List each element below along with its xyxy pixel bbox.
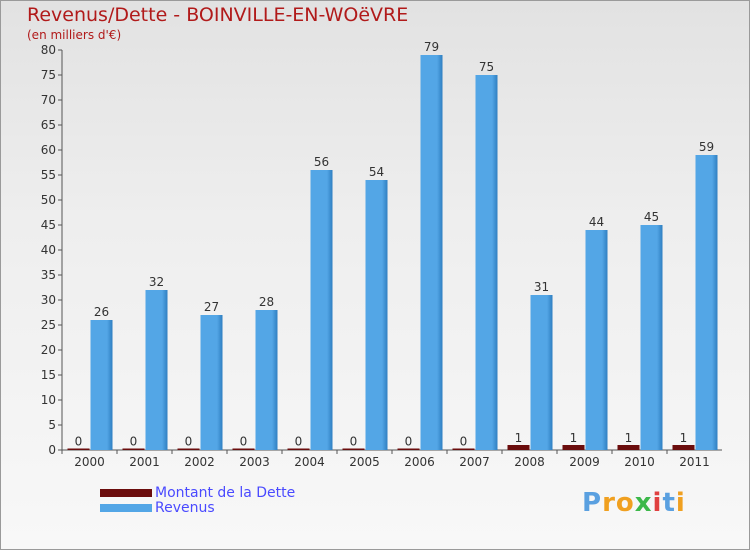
debt-value-label: 1 bbox=[515, 431, 523, 445]
y-tick-label: 10 bbox=[41, 393, 56, 407]
revenue-value-label: 27 bbox=[204, 300, 219, 314]
debt-bar bbox=[342, 448, 365, 450]
revenue-value-label: 79 bbox=[424, 40, 439, 54]
debt-value-label: 1 bbox=[570, 431, 578, 445]
logo-letter: P bbox=[582, 488, 603, 518]
revenue-value-label: 56 bbox=[314, 155, 329, 169]
logo-letter: o bbox=[615, 488, 635, 518]
debt-bar bbox=[232, 448, 255, 450]
y-tick-label: 70 bbox=[41, 93, 56, 107]
x-tick-label: 2006 bbox=[404, 455, 435, 469]
revenue-value-label: 59 bbox=[699, 140, 714, 154]
debt-value-label: 0 bbox=[295, 435, 303, 449]
legend-swatch-debt bbox=[100, 489, 152, 497]
y-tick-label: 40 bbox=[41, 243, 56, 257]
revenue-value-label: 31 bbox=[534, 280, 549, 294]
revenue-bar bbox=[255, 310, 278, 450]
debt-value-label: 1 bbox=[625, 431, 633, 445]
x-tick-label: 2011 bbox=[679, 455, 710, 469]
debt-bar bbox=[177, 448, 200, 450]
y-tick-label: 50 bbox=[41, 193, 56, 207]
debt-value-label: 0 bbox=[185, 435, 193, 449]
legend-swatch-revenue bbox=[100, 504, 152, 512]
y-tick-label: 80 bbox=[41, 43, 56, 57]
x-tick-label: 2004 bbox=[294, 455, 325, 469]
x-tick-label: 2003 bbox=[239, 455, 270, 469]
debt-value-label: 0 bbox=[240, 435, 248, 449]
debt-value-label: 1 bbox=[680, 431, 688, 445]
debt-bar bbox=[397, 448, 420, 450]
logo-letter: i bbox=[675, 488, 686, 518]
revenue-value-label: 44 bbox=[589, 215, 604, 229]
revenue-value-label: 28 bbox=[259, 295, 274, 309]
x-tick-label: 2005 bbox=[349, 455, 380, 469]
debt-bar bbox=[287, 448, 310, 450]
revenue-bar bbox=[420, 55, 443, 450]
revenue-bar bbox=[90, 320, 113, 450]
y-tick-label: 25 bbox=[41, 318, 56, 332]
y-tick-label: 45 bbox=[41, 218, 56, 232]
debt-bar bbox=[507, 445, 530, 450]
revenue-bar bbox=[585, 230, 608, 450]
revenue-value-label: 45 bbox=[644, 210, 659, 224]
debt-bar bbox=[452, 448, 475, 450]
x-tick-label: 2000 bbox=[74, 455, 105, 469]
revenue-bar bbox=[365, 180, 388, 450]
logo-letter: t bbox=[662, 488, 676, 518]
revenue-value-label: 32 bbox=[149, 275, 164, 289]
x-tick-label: 2008 bbox=[514, 455, 545, 469]
x-tick-label: 2001 bbox=[129, 455, 160, 469]
legend-label-revenue: Revenus bbox=[155, 500, 215, 516]
debt-value-label: 0 bbox=[75, 435, 83, 449]
revenue-value-label: 75 bbox=[479, 60, 494, 74]
debt-value-label: 0 bbox=[130, 435, 138, 449]
y-tick-label: 30 bbox=[41, 293, 56, 307]
debt-bar bbox=[122, 448, 145, 450]
debt-bar bbox=[617, 445, 640, 450]
debt-bar bbox=[562, 445, 585, 450]
logo-letter: x bbox=[634, 488, 653, 518]
y-tick-label: 65 bbox=[41, 118, 56, 132]
y-tick-label: 20 bbox=[41, 343, 56, 357]
logo-letter: i bbox=[652, 488, 663, 518]
proxiti-logo: Proxiti bbox=[582, 488, 686, 518]
y-tick-label: 55 bbox=[41, 168, 56, 182]
y-tick-label: 75 bbox=[41, 68, 56, 82]
y-tick-label: 0 bbox=[48, 443, 56, 457]
revenue-bar bbox=[200, 315, 223, 450]
x-tick-label: 2002 bbox=[184, 455, 215, 469]
revenue-bar bbox=[640, 225, 663, 450]
debt-value-label: 0 bbox=[460, 435, 468, 449]
y-tick-label: 5 bbox=[48, 418, 56, 432]
chart-subtitle: (en milliers d'€) bbox=[27, 28, 122, 42]
revenue-bar bbox=[530, 295, 553, 450]
legend-label-debt: Montant de la Dette bbox=[155, 485, 296, 501]
debt-bar bbox=[67, 448, 90, 450]
debt-value-label: 0 bbox=[350, 435, 358, 449]
revenue-value-label: 26 bbox=[94, 305, 109, 319]
chart-title: Revenus/Dette - BOINVILLE-EN-WOëVRE bbox=[27, 4, 409, 26]
revenue-bar bbox=[145, 290, 168, 450]
revenue-bar bbox=[475, 75, 498, 450]
debt-bar bbox=[672, 445, 695, 450]
y-tick-label: 35 bbox=[41, 268, 56, 282]
revenue-bar bbox=[695, 155, 718, 450]
revenue-value-label: 54 bbox=[369, 165, 384, 179]
x-tick-label: 2010 bbox=[624, 455, 655, 469]
debt-value-label: 0 bbox=[405, 435, 413, 449]
x-tick-label: 2007 bbox=[459, 455, 490, 469]
y-tick-label: 60 bbox=[41, 143, 56, 157]
x-tick-label: 2009 bbox=[569, 455, 600, 469]
y-tick-label: 15 bbox=[41, 368, 56, 382]
revenue-bar bbox=[310, 170, 333, 450]
logo-letter: r bbox=[602, 488, 616, 518]
